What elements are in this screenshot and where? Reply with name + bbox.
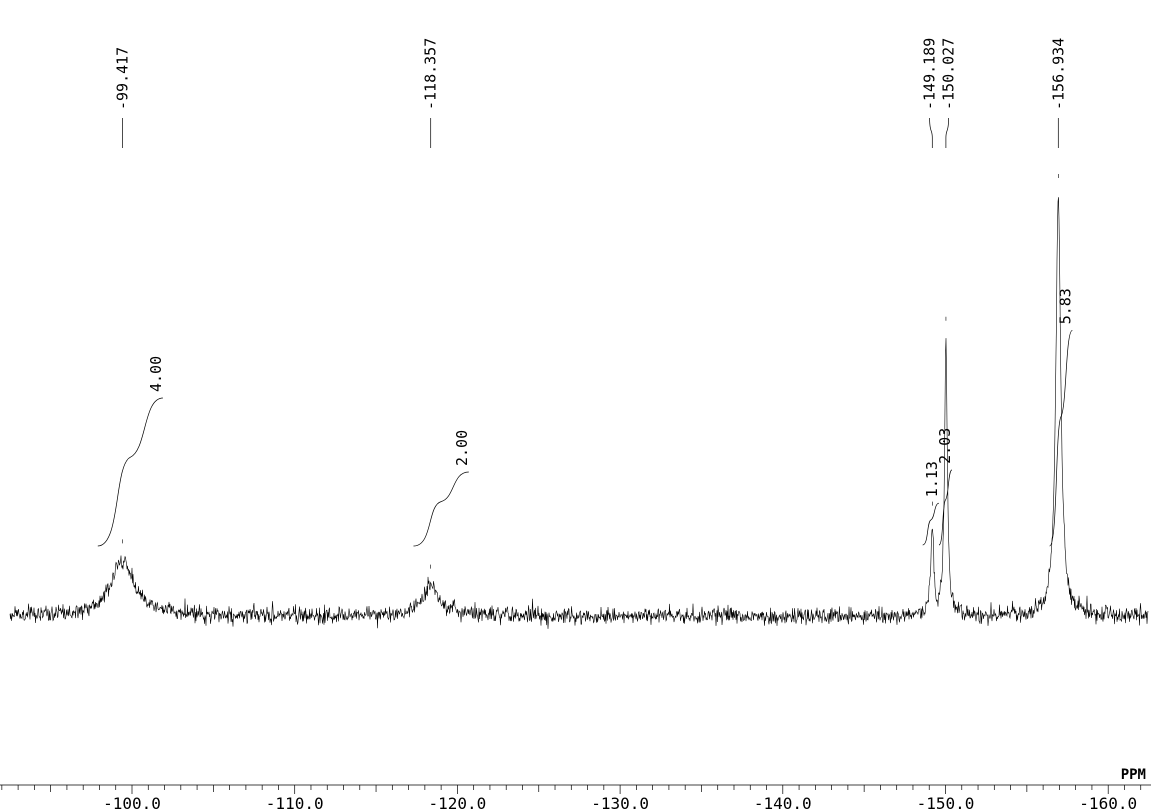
integral-curve xyxy=(938,469,953,546)
x-tick-label: -160.0 xyxy=(1079,794,1137,812)
integral-curve xyxy=(922,502,940,546)
integral-curve xyxy=(97,397,163,547)
peak-label: -149.189 xyxy=(921,38,939,148)
integral-curve xyxy=(1049,329,1073,547)
integral: 2.03 xyxy=(936,428,954,546)
peak-label: -156.934 xyxy=(1049,38,1067,148)
peak-label-text: -156.934 xyxy=(1049,38,1067,110)
integral: 5.83 xyxy=(1049,288,1074,547)
trace-layer xyxy=(9,174,1149,629)
integral-value-label: 2.03 xyxy=(936,428,954,464)
integral: 1.13 xyxy=(922,461,941,546)
integral: 2.00 xyxy=(413,430,471,547)
peak-label-leader xyxy=(945,117,949,148)
integral-value-label: 1.13 xyxy=(923,461,941,497)
integral-value-label: 4.00 xyxy=(147,356,165,392)
integral-value-label: 2.00 xyxy=(453,430,471,466)
spectrum-trace xyxy=(9,197,1149,629)
peak-label-text: -118.357 xyxy=(422,38,440,110)
peak-label: -150.027 xyxy=(940,38,958,148)
peak-label-text: -150.027 xyxy=(940,38,958,110)
peak-label-text: -99.417 xyxy=(114,47,132,110)
x-tick-label: -140.0 xyxy=(754,794,812,812)
x-tick-label: -150.0 xyxy=(917,794,975,812)
integral: 4.00 xyxy=(97,356,165,547)
peak-label-layer: -99.417 -118.357 -149.189 -150.027 -156.934 xyxy=(114,38,1067,148)
integral-layer: 4.00 2.00 1.132.03 5.83 xyxy=(97,288,1074,547)
x-tick-label: -130.0 xyxy=(591,794,649,812)
peak-label: -118.357 xyxy=(422,38,440,148)
integral-curve xyxy=(413,471,469,547)
x-axis: -100.0 -110.0 -120.0 -130.0 -140.0 -150.0 -160… xyxy=(0,767,1151,812)
integral-value-label: 5.83 xyxy=(1056,288,1074,324)
x-tick-label: -110.0 xyxy=(266,794,324,812)
x-tick-label: -120.0 xyxy=(429,794,487,812)
x-tick-label: -100.0 xyxy=(103,794,161,812)
peak-label-text: -149.189 xyxy=(921,38,939,110)
x-axis-unit-label: PPM xyxy=(1121,767,1146,783)
peak-label: -99.417 xyxy=(114,47,132,148)
peak-label-leader xyxy=(929,117,933,148)
